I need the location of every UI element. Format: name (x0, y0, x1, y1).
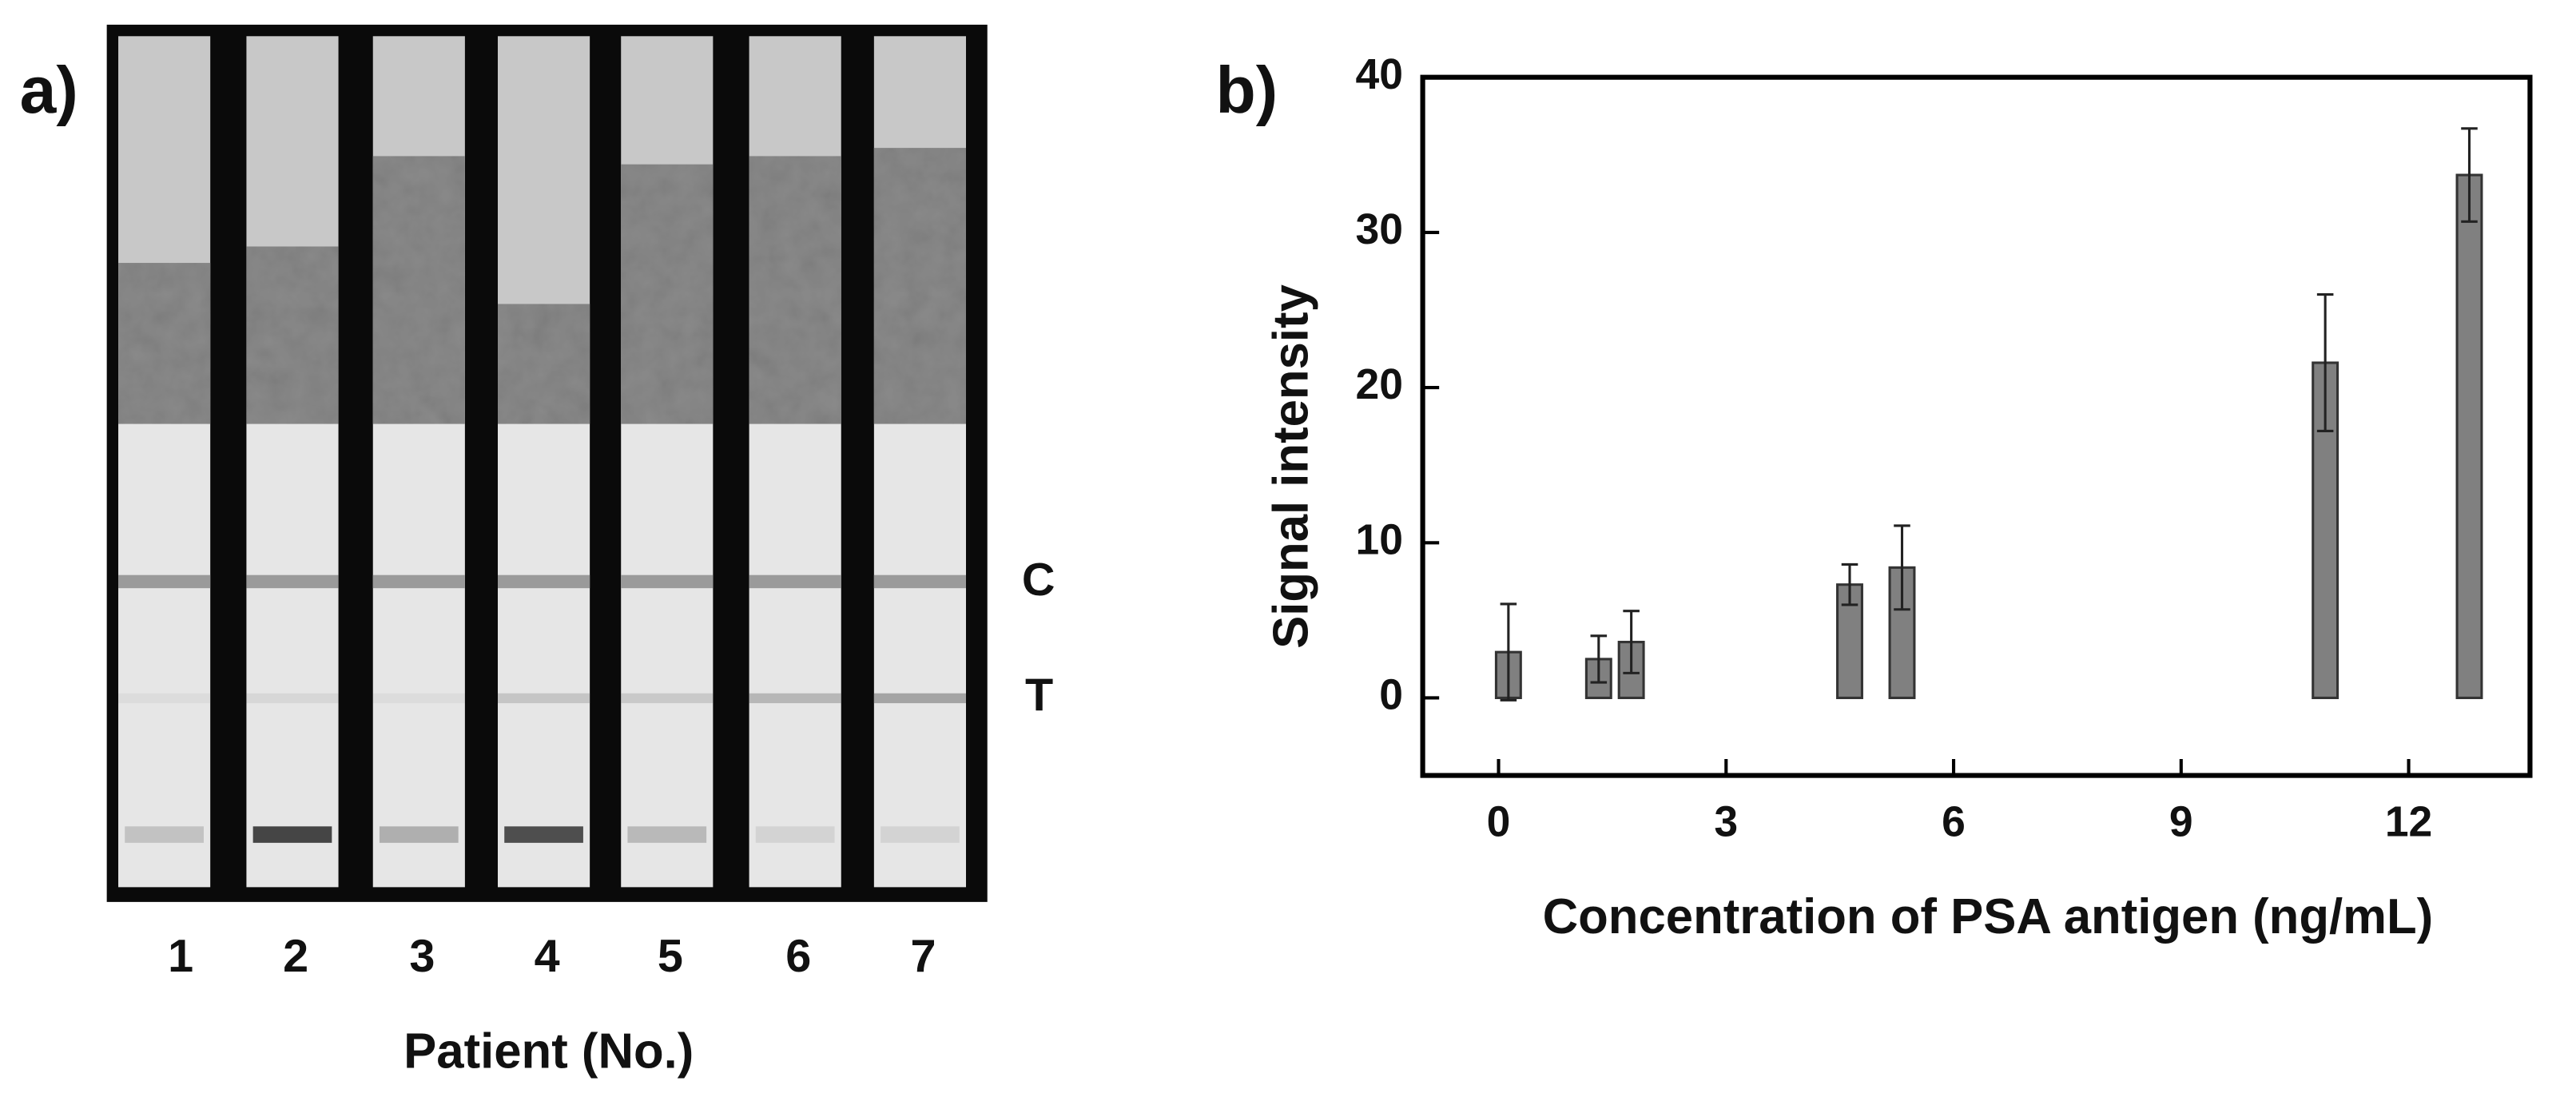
patient-label: 6 (785, 931, 811, 982)
x-tick-label: 6 (1942, 798, 1966, 845)
control-line (498, 574, 590, 589)
test-line (246, 693, 339, 704)
patient-label: 3 (409, 931, 435, 982)
strip-membrane (749, 423, 841, 888)
strip-membrane (621, 423, 714, 888)
plot-frame (1420, 74, 2533, 778)
bottom-band (627, 826, 707, 843)
bar (1888, 566, 1916, 699)
x-tick-label: 12 (2385, 798, 2432, 845)
patient-label: 1 (168, 931, 193, 982)
bottom-band (379, 826, 459, 843)
sample-stain (873, 148, 966, 424)
sample-stain (498, 304, 590, 424)
t-line-label: T (1025, 670, 1053, 721)
control-line (621, 574, 714, 589)
strip-membrane (873, 423, 966, 888)
test-line (372, 693, 465, 704)
sample-stain (118, 263, 211, 424)
y-tick-label: 30 (1355, 206, 1402, 253)
sample-stain (246, 246, 339, 424)
strips (118, 36, 966, 888)
control-line (372, 574, 465, 589)
panel-b-label: b) (1216, 54, 1278, 127)
test-line (621, 693, 714, 704)
y-tick-label: 10 (1355, 516, 1402, 563)
patient-label: 7 (911, 931, 936, 982)
control-line (118, 574, 211, 589)
panel-a-label: a) (20, 54, 78, 127)
y-tick-label: 20 (1355, 361, 1402, 408)
test-line (498, 693, 590, 704)
strip-membrane (118, 423, 211, 888)
x-tick-label: 0 (1487, 798, 1511, 845)
y-tick-label: 40 (1355, 51, 1402, 98)
bottom-band (125, 826, 204, 843)
bottom-band (881, 826, 960, 843)
y-axis-title: Signal intensity (1264, 284, 1319, 649)
x-tick-label: 3 (1714, 798, 1738, 845)
sample-stain (749, 156, 841, 424)
test-line (749, 693, 841, 704)
c-line-label: C (1022, 554, 1055, 606)
x-axis-title: Concentration of PSA antigen (ng/mL) (1543, 889, 2434, 944)
bottom-band (252, 826, 332, 843)
bottom-band (504, 826, 583, 843)
y-tick-label: 0 (1379, 672, 1403, 719)
sample-stain (372, 156, 465, 424)
bottom-band (755, 826, 835, 843)
patient-label: 2 (283, 931, 308, 982)
strip-membrane (246, 423, 339, 888)
bar (2455, 173, 2483, 699)
strip-membrane (498, 423, 590, 888)
patient-label: 5 (658, 931, 683, 982)
patient-label: 4 (535, 931, 560, 982)
control-line (246, 574, 339, 589)
control-line (749, 574, 841, 589)
strip-membrane (372, 423, 465, 888)
test-line (873, 693, 966, 704)
control-line (873, 574, 966, 589)
x-tick-label: 9 (2169, 798, 2193, 845)
test-line (118, 693, 211, 704)
panel-a-x-label: Patient (No.) (403, 1024, 694, 1079)
sample-stain (621, 164, 714, 424)
